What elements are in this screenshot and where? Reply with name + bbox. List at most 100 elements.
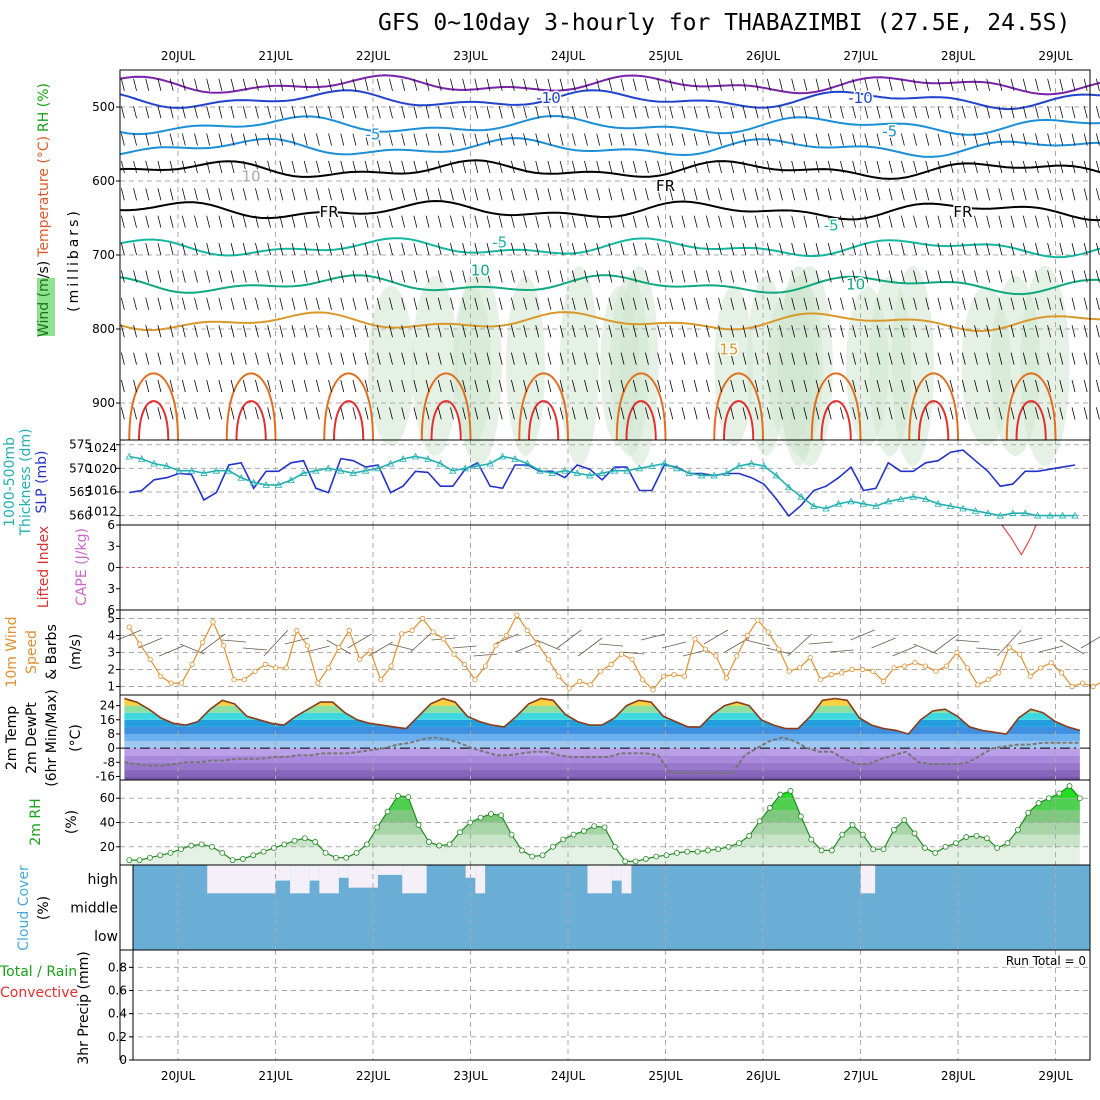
temp-ylabel: (6hr Min/Max) xyxy=(44,689,60,786)
wind-barb xyxy=(900,78,905,91)
y-tick-label: 5 xyxy=(107,612,115,626)
wind-barb xyxy=(657,407,662,420)
temp-contour-loop xyxy=(615,372,667,441)
wind-barb xyxy=(669,188,674,201)
wind-barb xyxy=(632,106,637,119)
rh-shading xyxy=(368,286,415,446)
wind-barb xyxy=(925,297,930,310)
wind-barb xyxy=(179,643,205,655)
wind-barb xyxy=(730,407,735,420)
wind-barb xyxy=(996,629,1022,657)
rh-point xyxy=(828,847,835,854)
wind-barb xyxy=(632,407,637,420)
wind-barb xyxy=(657,188,662,201)
rh-point xyxy=(229,857,236,864)
wind-barb xyxy=(937,215,942,228)
wind-barb xyxy=(145,78,150,91)
wind-barb xyxy=(510,352,515,365)
thickness-marker xyxy=(274,481,283,488)
wind-barb xyxy=(584,270,588,283)
wind-barb xyxy=(425,242,430,256)
wind-barb xyxy=(754,379,759,393)
wind-barb xyxy=(961,106,966,119)
rh-point xyxy=(570,831,577,838)
wind-barb xyxy=(815,78,820,91)
wind-barb xyxy=(145,242,150,256)
wind-barb xyxy=(401,297,406,310)
wind-barb xyxy=(840,133,844,146)
thickness-marker xyxy=(523,459,532,467)
wind-barb xyxy=(1083,160,1088,174)
thickness-marker xyxy=(710,471,718,479)
wind-barb xyxy=(206,242,211,256)
thickness-marker xyxy=(909,492,917,500)
wind-barb xyxy=(145,106,150,119)
wind-barb xyxy=(669,352,674,365)
thickness-marker xyxy=(411,452,420,460)
wind-barb xyxy=(645,297,649,310)
wind-speed-point xyxy=(776,646,782,652)
wind-barb xyxy=(157,106,162,119)
x-tick-label-bottom: 23JUL xyxy=(453,1069,488,1083)
wind-barb xyxy=(315,297,320,310)
wind-barb xyxy=(718,352,722,365)
wind-barb xyxy=(815,106,820,119)
wind-barb xyxy=(486,133,491,146)
wind-barb xyxy=(657,160,662,174)
wind-barb xyxy=(230,325,235,338)
wind-barb xyxy=(389,188,393,201)
rh-point xyxy=(735,840,742,847)
wind-barb xyxy=(328,78,332,91)
wind-barb xyxy=(389,106,393,119)
wind-barb xyxy=(937,379,942,393)
wind-barb xyxy=(364,188,369,201)
wind-barb xyxy=(596,242,601,256)
wind-barb xyxy=(961,78,966,91)
wind-barb xyxy=(571,352,576,365)
rh-point xyxy=(601,824,608,831)
wind-speed-point xyxy=(734,653,740,659)
wind-barb xyxy=(791,407,796,420)
wind-barb xyxy=(230,270,235,283)
wind-speed-point xyxy=(1079,680,1086,686)
wind-barb xyxy=(1035,78,1039,91)
wind-barb xyxy=(413,325,418,338)
x-tick-label-top: 23JUL xyxy=(453,49,488,63)
rh-point xyxy=(529,853,536,860)
wind-barb xyxy=(766,188,771,201)
wind-barb xyxy=(949,78,954,91)
thickness-ylabel: 1000-500mb xyxy=(2,437,18,527)
wind-speed-point xyxy=(336,644,342,651)
wind-barb xyxy=(730,379,735,393)
wind-barb xyxy=(1022,160,1027,174)
wind-barb xyxy=(803,133,808,146)
wind-barb xyxy=(473,653,498,657)
wind-barb xyxy=(808,641,833,645)
wind-barb xyxy=(206,106,211,119)
wind-barb xyxy=(218,325,223,338)
wind-barb xyxy=(815,188,820,201)
wind-barb xyxy=(693,242,698,256)
wind-barb xyxy=(364,106,369,119)
wind-barb xyxy=(120,188,125,201)
y-tick-label: -8 xyxy=(103,755,115,769)
wind-speed-point xyxy=(650,687,656,693)
wind-barb xyxy=(742,133,747,146)
wind-barb xyxy=(1010,188,1015,201)
wind-barb xyxy=(913,133,917,146)
thickness-marker xyxy=(250,478,258,486)
wind-barb xyxy=(584,133,588,146)
wind-speed-point xyxy=(713,653,719,659)
wind-barb xyxy=(462,270,467,283)
wind-barb xyxy=(876,242,881,256)
wind-barb xyxy=(486,78,491,91)
rh-ylabel: 2m RH xyxy=(28,798,44,845)
y-tick-label: 500 xyxy=(92,100,115,114)
wind-barb xyxy=(120,133,125,146)
wind-barb xyxy=(340,242,345,256)
wind-barb xyxy=(462,297,467,310)
wind-barb xyxy=(840,325,844,338)
wind-barb xyxy=(1035,325,1039,338)
wind-barb xyxy=(206,352,211,365)
wind-barb xyxy=(303,270,308,283)
